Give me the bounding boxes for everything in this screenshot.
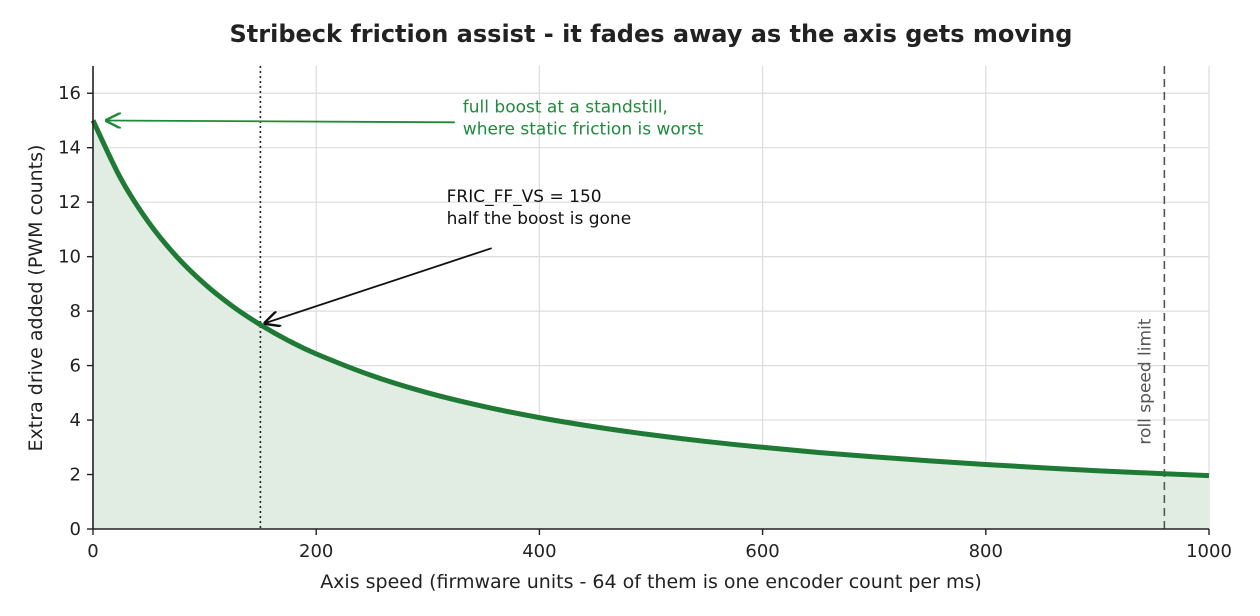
annotations: full boost at a standstill,where static …	[107, 97, 704, 323]
y-tick-label-5: 10	[58, 247, 81, 268]
reference-line-label: roll speed limit	[1135, 318, 1155, 444]
y-tick-label-4: 8	[70, 301, 81, 322]
y-tick-label-2: 4	[70, 410, 81, 431]
series-line	[90, 119, 1210, 479]
x-tick-label-2: 400	[522, 541, 556, 562]
y-tick-label-6: 12	[58, 192, 81, 213]
y-tick-label-0: 0	[70, 519, 81, 540]
x-tick-label-0: 0	[87, 541, 98, 562]
chart-title: Stribeck friction assist - it fades away…	[230, 20, 1073, 48]
annotation-1-arrow	[265, 247, 492, 323]
y-tick-label-3: 6	[70, 356, 81, 377]
y-tick-label-1: 2	[70, 465, 81, 486]
x-tick-label-3: 600	[745, 541, 779, 562]
annotation-1-line-0: FRIC_FF_VS = 150	[447, 187, 602, 207]
x-axis-label: Axis speed (firmware units - 64 of them …	[320, 571, 982, 593]
x-tick-labels: 0 200 400 600 800 1000	[87, 529, 1232, 562]
annotation-1-line-1: half the boost is gone	[447, 209, 632, 229]
annotation-0-line-0: full boost at a standstill,	[463, 97, 668, 117]
annotation-0-arrow	[107, 121, 455, 123]
x-tick-label-1: 200	[299, 541, 333, 562]
area-fill	[93, 120, 1209, 530]
x-tick-label-4: 800	[969, 541, 1003, 562]
reference-lines: roll speed limit	[259, 66, 1166, 529]
x-tick-label-5: 1000	[1186, 541, 1232, 562]
y-axis-label: Extra drive added (PWM counts)	[25, 145, 47, 452]
annotation-0: full boost at a standstill,where static …	[107, 97, 704, 139]
annotation-0-line-1: where static friction is worst	[463, 119, 704, 139]
y-tick-label-7: 14	[58, 138, 81, 159]
y-tick-labels: 0 2 4 6 8 10 12 14 16	[58, 83, 93, 540]
y-tick-label-8: 16	[58, 83, 81, 104]
axes	[92, 66, 1209, 530]
